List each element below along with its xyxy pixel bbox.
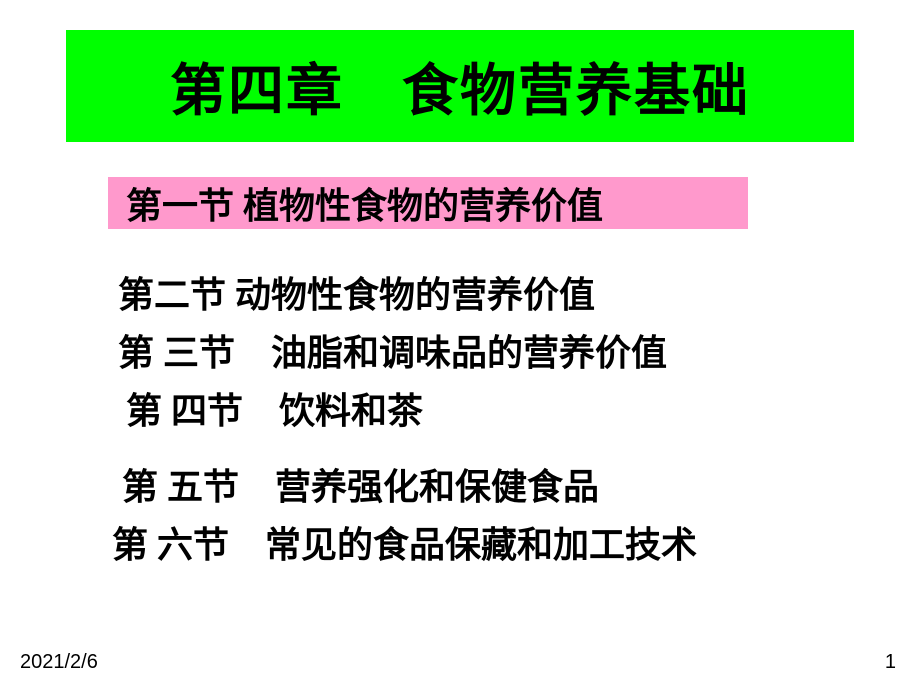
section-6-title: 第 六节 常见的食品保藏和加工技术: [112, 516, 868, 568]
section-1-title: 第一节 植物性食物的营养价值: [126, 177, 603, 229]
section-list: 第二节 动物性食物的营养价值 第 三节 油脂和调味品的营养价值 第 四节 饮料和…: [108, 266, 868, 568]
footer-page-number: 1: [885, 651, 896, 674]
chapter-title-banner: 第四章 食物营养基础: [66, 30, 854, 142]
section-4-title: 第 四节 饮料和茶: [126, 382, 868, 434]
footer-date: 2021/2/6: [20, 651, 98, 674]
chapter-title: 第四章 食物营养基础: [170, 46, 750, 127]
section-5-title: 第 五节 营养强化和保健食品: [122, 458, 868, 510]
section-3-title: 第 三节 油脂和调味品的营养价值: [118, 324, 868, 376]
section-2-title: 第二节 动物性食物的营养价值: [118, 266, 868, 318]
section-1-banner: 第一节 植物性食物的营养价值: [108, 177, 748, 229]
